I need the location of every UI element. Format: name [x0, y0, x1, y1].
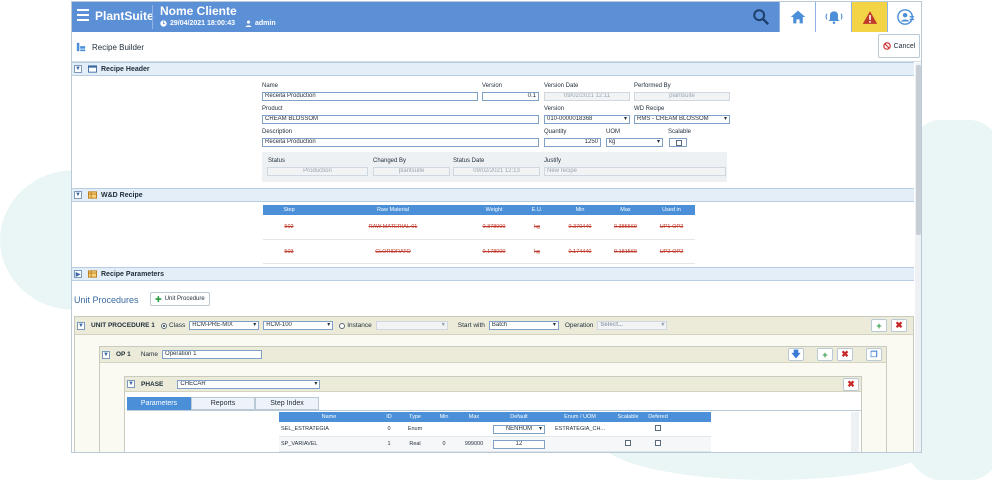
recipe-header-section[interactable]: ▼ Recipe Header	[72, 62, 914, 76]
wd-recipe-icon	[88, 191, 97, 199]
table-row[interactable]: SEL_ESTRATEGIA 0 Enum NENHUM ESTRATEGIA_…	[279, 422, 711, 437]
phase-panel: ▼ PHASE CHECAR ✖ Parameters Reports Step…	[124, 376, 862, 452]
delete-phase-button[interactable]: ✖	[843, 378, 859, 391]
scalable-checkbox-wrap[interactable]	[669, 138, 687, 147]
changed-by-field: plantsuite	[373, 167, 450, 176]
version-date-field: 09/02/2021 12:11	[544, 92, 630, 101]
phase-label: PHASE	[141, 380, 164, 388]
bell-icon	[825, 11, 842, 24]
collapse-icon[interactable]: ▼	[74, 191, 82, 199]
collapse-icon[interactable]: ▼	[127, 380, 135, 388]
operation-label: OP 1	[116, 351, 131, 358]
datetime: 29/04/2021 18:00:43	[160, 20, 235, 27]
clock-icon	[160, 20, 167, 27]
add-phase-button[interactable]: +	[817, 348, 833, 361]
collapse-icon[interactable]: ▼	[77, 321, 85, 330]
name-field[interactable]: Receita Production	[262, 92, 478, 101]
table-row[interactable]: 502 RAW MATERIAL 01 0.378000 kg 0.370440…	[263, 215, 695, 240]
parameters-table: Name ID Type Min Max Default Enum / UOM …	[279, 412, 859, 452]
vertical-scrollbar[interactable]	[915, 63, 921, 452]
current-user: admin	[245, 20, 276, 27]
user-icon	[245, 20, 252, 27]
default-select[interactable]: NENHUM	[493, 424, 545, 434]
delete-button[interactable]: ✖	[891, 319, 907, 332]
home-button[interactable]	[779, 2, 815, 32]
add-button[interactable]: +	[871, 319, 887, 332]
operation-name-field[interactable]: Operation 1	[162, 350, 263, 359]
app-logo: PlantSuite	[95, 9, 154, 23]
wd-recipe-section[interactable]: ▼ W&D Recipe	[72, 188, 914, 202]
unit-procedure-label: UNIT PROCEDURE 1	[91, 322, 155, 329]
version-field[interactable]: 0.1	[482, 92, 539, 101]
cancel-button[interactable]: Cancel	[878, 34, 920, 58]
tab-reports[interactable]: Reports	[191, 397, 255, 410]
add-unit-procedure-button[interactable]: ✚ Unit Procedure	[150, 292, 210, 306]
search-icon[interactable]	[752, 8, 770, 26]
home-icon	[790, 10, 805, 24]
expand-icon[interactable]: ▶	[74, 270, 82, 278]
tab-step-index[interactable]: Step Index	[255, 397, 319, 410]
phase-select[interactable]: CHECAR	[177, 379, 321, 389]
justify-field[interactable]: New recipe	[544, 167, 726, 176]
wd-recipe-select[interactable]: RMS - CREAM BLOSSOM	[634, 115, 730, 124]
menu-icon[interactable]	[77, 9, 89, 21]
start-with-select[interactable]: Batch	[488, 321, 559, 330]
page-title: Recipe Builder	[92, 42, 145, 52]
status-field: Production	[267, 167, 368, 176]
product-version-select[interactable]: 010-0000018368	[544, 115, 630, 124]
parameters-icon	[88, 270, 97, 278]
performed-by-field: plantsuite	[634, 92, 730, 101]
main-content: ▼ Recipe Header Name Receita Production …	[72, 62, 914, 452]
defered-checkbox[interactable]	[655, 425, 661, 431]
quantity-field[interactable]: 1250	[544, 138, 601, 147]
copy-button[interactable]: ❐	[866, 348, 882, 361]
table-row[interactable]: SP_VARIAVEL 1 Real 0 999000 12	[279, 437, 711, 452]
header-icon	[88, 65, 97, 73]
status-date-field: 09/02/2021 12:13	[453, 167, 540, 176]
top-bar: PlantSuite Nome Cliente 29/04/2021 18:00…	[72, 2, 921, 32]
defered-checkbox[interactable]	[655, 440, 661, 446]
wd-table: Step Raw Material Weight E.U. Min Max Us…	[263, 205, 695, 267]
product-field[interactable]: CREAM BLOSSOM	[262, 115, 539, 124]
cancel-icon	[882, 42, 891, 50]
default-field[interactable]: 12	[493, 439, 545, 449]
warning-icon	[862, 10, 877, 24]
operation-select[interactable]: Select...	[597, 321, 668, 330]
user-settings-icon	[896, 9, 914, 25]
breadcrumb: Recipe Builder	[72, 32, 921, 62]
recipe-parameters-section[interactable]: ▶ Recipe Parameters	[72, 267, 914, 281]
alarms-button[interactable]	[815, 2, 851, 32]
client-name: Nome Cliente	[160, 4, 237, 18]
class-sub-select[interactable]: RCM-100	[263, 321, 334, 330]
collapse-icon[interactable]: ▼	[102, 350, 110, 359]
collapse-icon[interactable]: ▼	[74, 65, 82, 73]
unit-procedure-panel: ▼ UNIT PROCEDURE 1 Class RCM-PRE-MIX RCM…	[74, 316, 914, 452]
move-down-button[interactable]: 🡇	[788, 348, 804, 361]
class-select[interactable]: RCM-PRE-MIX	[189, 321, 260, 330]
instance-radio[interactable]: Instance	[339, 322, 372, 329]
operation-panel: ▼ OP 1 Name Operation 1 🡇 + ✖ ❐ ▼ PHASE …	[99, 346, 887, 452]
scalable-checkbox[interactable]	[676, 140, 682, 146]
table-row[interactable]: 503 CLORIDRATO 0.178000 kg 0.174440 0.18…	[263, 240, 695, 264]
app-window: PlantSuite Nome Cliente 29/04/2021 18:00…	[71, 1, 922, 453]
uom-select[interactable]: kg	[606, 138, 663, 147]
plus-icon: ✚	[155, 294, 162, 304]
description-field[interactable]: Receita Production	[262, 138, 539, 147]
instance-select[interactable]	[375, 321, 448, 330]
recipe-builder-icon	[76, 42, 86, 52]
scalable-checkbox[interactable]	[625, 440, 631, 446]
delete-operation-button[interactable]: ✖	[837, 348, 853, 361]
tab-parameters[interactable]: Parameters	[127, 397, 191, 410]
warning-button[interactable]	[851, 2, 887, 32]
class-radio[interactable]: Class	[160, 322, 185, 329]
user-menu-button[interactable]	[887, 2, 921, 32]
unit-procedures-title: Unit Procedures	[74, 295, 139, 305]
